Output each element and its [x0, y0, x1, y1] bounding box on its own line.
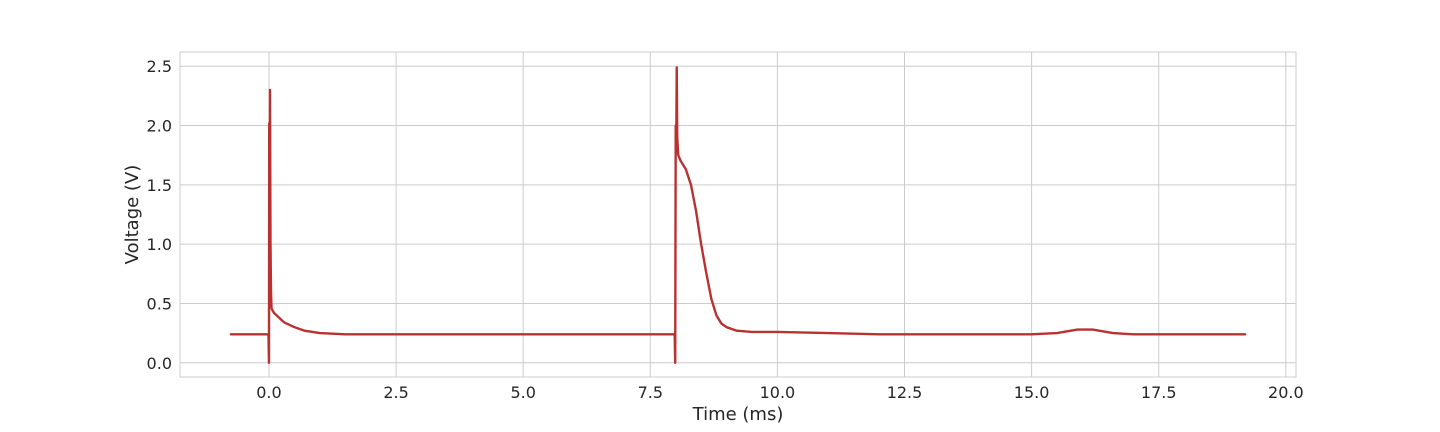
x-tick-label: 7.5: [638, 383, 663, 402]
y-axis-label: Voltage (V): [122, 165, 143, 265]
y-tick-label: 0.5: [147, 294, 172, 313]
x-tick-label: 12.5: [887, 383, 923, 402]
x-tick-label: 5.0: [510, 383, 535, 402]
y-tick-label: 0.0: [147, 354, 172, 373]
series-line: [229, 66, 1247, 364]
x-axis-label: Time (ms): [692, 404, 784, 425]
plot-frame: [179, 51, 1297, 378]
x-tick-label: 20.0: [1268, 383, 1304, 402]
x-tick-label: 15.0: [1014, 383, 1050, 402]
y-tick-label: 1.5: [147, 176, 172, 195]
x-tick-label: 10.0: [760, 383, 796, 402]
x-tick-label: 0.0: [256, 383, 281, 402]
x-tick-label: 17.5: [1141, 383, 1177, 402]
y-tick-label: 2.0: [147, 117, 172, 136]
y-tick-label: 1.0: [147, 235, 172, 254]
x-tick-label: 2.5: [383, 383, 408, 402]
y-tick-label: 2.5: [147, 57, 172, 76]
